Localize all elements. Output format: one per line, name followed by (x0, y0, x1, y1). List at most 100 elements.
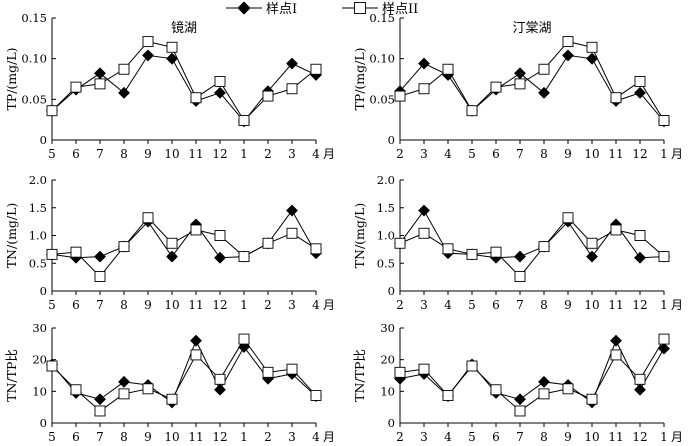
x-tick-label: 2 (396, 298, 404, 312)
x-tick-label: 11 (188, 430, 203, 444)
x-tick-label: 8 (120, 430, 128, 444)
data-point-series2 (190, 92, 202, 104)
data-point-series2 (418, 227, 430, 239)
data-point-series2 (118, 388, 130, 400)
x-tick-label: 1 (240, 430, 248, 444)
x-tick-label: 2 (264, 147, 272, 161)
data-point-series2 (262, 90, 274, 102)
data-point-series2 (190, 224, 202, 236)
data-point-series2 (166, 237, 178, 249)
data-point-series2 (442, 390, 454, 401)
x-tick-label: 4 (312, 430, 320, 444)
x-tick-label: 1 (240, 147, 248, 161)
y-tick-label: 0.05 (369, 92, 395, 106)
data-point-series2 (466, 105, 478, 117)
x-unit-label: 月 (671, 430, 683, 444)
x-tick-label: 8 (120, 147, 128, 161)
data-point-series2 (634, 373, 646, 385)
data-point-series2 (418, 363, 430, 375)
y-tick-label: 20 (380, 353, 395, 367)
x-tick-label: 8 (120, 298, 128, 312)
data-point-series2 (562, 383, 574, 395)
data-point-series2 (214, 230, 226, 241)
x-tick-label: 9 (144, 430, 152, 444)
x-tick-label: 9 (144, 298, 152, 312)
x-tick-label: 3 (420, 298, 428, 312)
data-point-series2 (658, 333, 670, 345)
x-tick-label: 1 (660, 430, 668, 444)
data-point-series2 (538, 241, 550, 253)
x-tick-label: 4 (312, 147, 320, 161)
x-tick-label: 1 (660, 147, 668, 161)
data-point-series2 (418, 83, 430, 95)
x-unit-label: 月 (323, 430, 335, 444)
data-point-series1 (94, 393, 106, 406)
y-axis-label: TN/(mg/L) (4, 203, 19, 269)
data-point-series2 (514, 78, 526, 90)
data-point-series2 (466, 360, 478, 372)
x-tick-label: 5 (468, 298, 476, 312)
y-tick-label: 1.0 (29, 229, 47, 243)
y-tick-label: 0 (40, 416, 47, 430)
x-unit-label: 月 (671, 298, 683, 312)
panel-tingtanghu-ratio: 0 10 20 30 2 3 4 5 6 7 8 9 10 11 12 1 月 TN/TP比 (352, 321, 683, 444)
series-line-2 (399, 216, 665, 278)
x-tick-label: 3 (288, 430, 296, 444)
data-point-series2 (94, 271, 106, 283)
x-tick-label: 6 (492, 147, 500, 161)
y-tick-label: 1.5 (29, 201, 47, 215)
y-tick-label: 0 (388, 133, 395, 147)
data-point-series2 (310, 63, 322, 75)
x-unit-label: 月 (671, 147, 683, 161)
x-tick-label: 12 (632, 430, 647, 444)
series-line-2 (51, 216, 317, 278)
data-point-series1 (286, 57, 298, 70)
data-point-series2 (46, 360, 58, 372)
y-axis-label: TN/(mg/L) (352, 203, 367, 269)
data-point-series2 (166, 393, 178, 405)
series-line-1 (399, 209, 665, 259)
y-tick-label: 0.5 (377, 256, 395, 270)
y-axis-label: TP/(mg/L) (4, 47, 19, 110)
x-tick-label: 8 (540, 147, 548, 161)
data-point-series2 (586, 41, 598, 53)
legend-label-series2: 样点II (382, 2, 418, 17)
x-tick-label: 5 (468, 430, 476, 444)
data-point-series1 (118, 375, 130, 388)
x-tick-label: 5 (48, 147, 56, 161)
x-tick-label: 9 (564, 298, 572, 312)
data-point-series2 (238, 251, 250, 263)
data-point-series2 (634, 75, 646, 87)
data-point-series1 (538, 375, 550, 388)
x-tick-label: 7 (516, 430, 524, 444)
data-point-series2 (562, 36, 574, 48)
data-point-series1 (166, 52, 178, 65)
data-point-series2 (94, 78, 106, 90)
x-tick-label: 11 (608, 430, 623, 444)
data-point-series1 (634, 86, 646, 99)
data-point-series2 (142, 36, 154, 48)
data-point-series2 (262, 366, 274, 378)
y-tick-label: 30 (32, 321, 47, 335)
data-point-series1 (514, 393, 526, 406)
data-point-series2 (538, 388, 550, 400)
x-tick-label: 9 (564, 430, 572, 444)
data-point-series2 (286, 227, 298, 239)
data-point-series1 (658, 342, 670, 355)
data-point-series2 (310, 390, 322, 401)
x-tick-label: 5 (48, 430, 56, 444)
data-point-series2 (70, 384, 82, 396)
y-tick-label: 0.10 (369, 52, 395, 66)
y-tick-label: 2.0 (377, 173, 395, 187)
x-tick-label: 11 (608, 147, 623, 161)
x-tick-label: 1 (240, 298, 248, 312)
panel-tingtanghu-tn: 0 0.5 1.0 1.5 2.0 2 3 4 5 6 7 8 9 10 11 12 1 月 TN/(mg/L) (352, 173, 683, 312)
data-point-series2 (490, 81, 502, 93)
x-tick-label: 7 (96, 147, 104, 161)
legend-label-series1: 样点I (266, 2, 297, 17)
series-line-2 (399, 338, 665, 412)
data-point-series1 (190, 334, 202, 347)
data-point-series1 (418, 57, 430, 70)
x-unit-label: 月 (323, 298, 335, 312)
